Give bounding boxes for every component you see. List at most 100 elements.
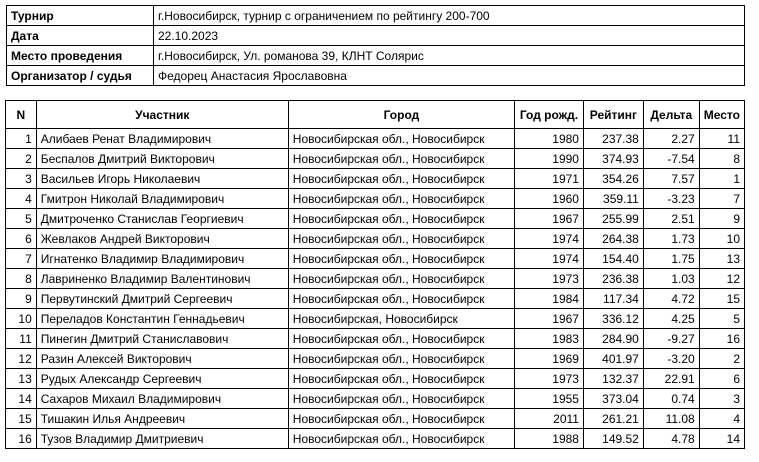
col-n-cell: 8 [5,268,37,289]
col-birth-year-header: Год рожд. [514,100,584,129]
col-n-cell: 2 [5,148,37,169]
info-row: Место проведения г.Новосибирск, Ул. роман… [6,45,745,66]
col-rating-cell: 336.12 [582,308,644,329]
table-row: 16 Тузов Владимир Дмитриевич Новосибирская… [5,428,746,449]
table-row: 5 Дмитроченко Станислав Георгиевич Новосиб… [5,208,746,229]
col-birth-year-cell: 1990 [514,148,584,169]
col-participant-cell: Алибаев Ренат Владимирович [35,128,289,149]
col-birth-year-cell: 1974 [514,228,584,249]
col-n-cell: 14 [5,388,37,409]
col-city-cell: Новосибирская обл., Новосибирск [287,148,516,169]
col-rating-cell: 237.38 [582,128,644,149]
col-participant-cell: Жевлаков Андрей Викторович [35,228,289,249]
col-rating-cell: 264.38 [582,228,644,249]
col-place-header: Место [698,100,746,129]
col-place-cell: 16 [698,328,746,349]
info-value: Федорец Анастасия Ярославовна [153,65,745,86]
info-row: Организатор / судья Федорец Анастасия Яро… [6,65,745,86]
info-label: Турнир [6,5,154,26]
col-birth-year-cell: 2011 [514,408,584,429]
table-row: 14 Сахаров Михаил Владимирович Новосибирск… [5,388,746,409]
col-rating-cell: 117.34 [582,288,644,309]
table-row: 6 Жевлаков Андрей Викторович Новосибирская… [5,228,746,249]
col-city-cell: Новосибирская обл., Новосибирск [287,208,516,229]
col-place-cell: 3 [698,388,746,409]
table-row: 2 Беспалов Дмитрий Викторович Новосибирска… [5,148,746,169]
info-label: Место проведения [6,45,154,66]
col-participant-cell: Гмитрон Николай Владимирович [35,188,289,209]
col-rating-cell: 132.37 [582,368,644,389]
col-rating-cell: 284.90 [582,328,644,349]
col-participant-cell: Дмитроченко Станислав Георгиевич [35,208,289,229]
col-n-cell: 13 [5,368,37,389]
table-row: 15 Тишакин Илья Андреевич Новосибирская об… [5,408,746,429]
col-participant-cell: Пинегин Дмитрий Станиславович [35,328,289,349]
table-row: 12 Разин Алексей Викторович Новосибирская … [5,348,746,369]
table-row: 10 Переладов Константин Геннадьевич Новоси… [5,308,746,329]
col-n-header: N [5,100,37,129]
col-n-cell: 4 [5,188,37,209]
col-delta-cell: 1.75 [642,248,700,269]
col-city-cell: Новосибирская обл., Новосибирск [287,288,516,309]
col-rating-cell: 373.04 [582,388,644,409]
col-place-cell: 6 [698,368,746,389]
col-rating-cell: 236.38 [582,268,644,289]
col-place-cell: 5 [698,308,746,329]
col-n-cell: 11 [5,328,37,349]
col-rating-cell: 261.21 [582,408,644,429]
col-delta-cell: 4.78 [642,428,700,449]
col-participant-cell: Васильев Игорь Николаевич [35,168,289,189]
col-city-cell: Новосибирская обл., Новосибирск [287,348,516,369]
col-delta-cell: 1.73 [642,228,700,249]
col-participant-cell: Сахаров Михаил Владимирович [35,388,289,409]
col-birth-year-cell: 1973 [514,368,584,389]
col-delta-cell: 0.74 [642,388,700,409]
col-city-header: Город [287,100,516,129]
col-participant-header: Участник [35,100,289,129]
table-row: 13 Рудых Александр Сергеевич Новосибирская… [5,368,746,389]
table-row: 9 Первутинский Дмитрий Сергеевич Новосибир… [5,288,746,309]
col-place-cell: 12 [698,268,746,289]
col-rating-cell: 354.26 [582,168,644,189]
col-place-cell: 9 [698,208,746,229]
info-label: Дата [6,25,154,46]
col-delta-cell: -7.54 [642,148,700,169]
col-delta-cell: -9.27 [642,328,700,349]
col-city-cell: Новосибирская обл., Новосибирск [287,268,516,289]
col-rating-cell: 154.40 [582,248,644,269]
col-delta-cell: 7.57 [642,168,700,189]
col-birth-year-cell: 1980 [514,128,584,149]
col-participant-cell: Переладов Константин Геннадьевич [35,308,289,329]
col-birth-year-cell: 1984 [514,288,584,309]
col-n-cell: 6 [5,228,37,249]
col-rating-cell: 359.11 [582,188,644,209]
tournament-info-table: Турнир г.Новосибирск, турнир с ограничени… [6,5,745,86]
col-n-cell: 1 [5,128,37,149]
col-rating-cell: 149.52 [582,428,644,449]
col-birth-year-cell: 1973 [514,268,584,289]
col-city-cell: Новосибирская обл., Новосибирск [287,168,516,189]
col-participant-cell: Тишакин Илья Андреевич [35,408,289,429]
col-n-cell: 3 [5,168,37,189]
col-place-cell: 15 [698,288,746,309]
col-city-cell: Новосибирская обл., Новосибирск [287,388,516,409]
results-table: N Участник Город Год рожд. Рейтинг Дельта Мест… [5,100,746,449]
table-row: 4 Гмитрон Николай Владимирович Новосибирск… [5,188,746,209]
col-n-cell: 10 [5,308,37,329]
col-n-cell: 12 [5,348,37,369]
col-place-cell: 8 [698,148,746,169]
col-place-cell: 7 [698,188,746,209]
col-place-cell: 14 [698,428,746,449]
info-value: г.Новосибирск, Ул. романова 39, КЛНТ Сол… [153,45,745,66]
col-delta-cell: 4.25 [642,308,700,329]
col-participant-cell: Лавриненко Владимир Валентинович [35,268,289,289]
col-place-cell: 2 [698,348,746,369]
col-delta-cell: 22.91 [642,368,700,389]
col-delta-cell: 2.51 [642,208,700,229]
col-delta-cell: 1.03 [642,268,700,289]
col-delta-cell: -3.23 [642,188,700,209]
col-delta-cell: 11.08 [642,408,700,429]
info-row: Дата 22.10.2023 [6,25,745,46]
col-delta-cell: 4.72 [642,288,700,309]
table-row: 1 Алибаев Ренат Владимирович Новосибирская… [5,128,746,149]
